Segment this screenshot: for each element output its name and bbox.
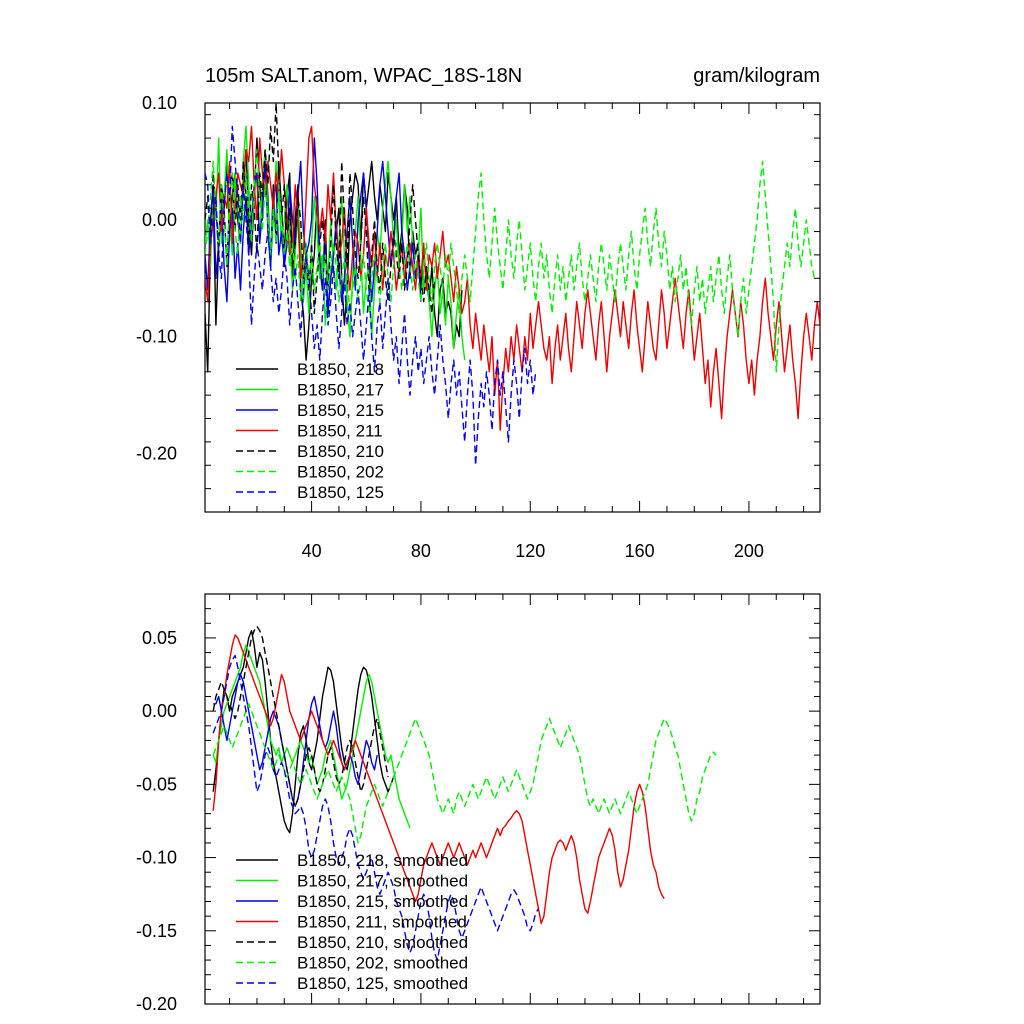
legend-label: B1850, 210 xyxy=(297,442,384,461)
legend-label: B1850, 217 xyxy=(297,381,384,400)
legend-label: B1850, 217, smoothed xyxy=(297,872,468,891)
y-tick-label: 0.10 xyxy=(142,93,177,113)
legend-label: B1850, 211 xyxy=(297,422,383,441)
chart-title: 105m SALT.anom, WPAC_18S-18N xyxy=(205,65,522,87)
series-line-b1850-218-smoothed xyxy=(212,629,395,834)
y-tick-label: -0.20 xyxy=(136,994,177,1014)
series-line-b1850-210-smoothed xyxy=(212,625,389,807)
chart-units: gram/kilogram xyxy=(693,65,820,87)
series-line-b1850-125 xyxy=(205,125,537,466)
legend: B1850, 218, smoothed B1850, 217, smoothed… xyxy=(236,851,468,993)
legend-label: B1850, 215 xyxy=(297,401,384,420)
x-tick-label: 120 xyxy=(515,541,545,561)
y-tick-label: -0.20 xyxy=(136,444,177,464)
legend-label: B1850, 218, smoothed xyxy=(297,851,468,870)
series-line-b1850-215 xyxy=(205,137,422,314)
y-tick-label: 0.00 xyxy=(142,701,177,721)
series-line-b1850-125-smoothed xyxy=(212,654,540,961)
y-tick-label: -0.10 xyxy=(136,848,177,868)
series-line-b1850-211 xyxy=(205,125,820,431)
x-tick-label: 40 xyxy=(302,541,322,561)
series-group xyxy=(205,103,820,466)
series-group xyxy=(212,625,717,961)
x-tick-label: 80 xyxy=(411,541,431,561)
legend-label: B1850, 211, smoothed xyxy=(297,913,467,932)
panel-top: 0.10 0.00 -0.10 -0.20 40 80 120 160 200 105m SALT… xyxy=(136,65,821,561)
series-line-b1850-202 xyxy=(205,148,816,373)
legend-label: B1850, 210, smoothed xyxy=(297,933,468,952)
series-line-b1850-210 xyxy=(205,103,436,314)
y-tick-label: 0.05 xyxy=(142,628,177,648)
series-line-b1850-217-smoothed xyxy=(212,644,411,829)
series-line-b1850-211-smoothed xyxy=(212,634,665,925)
legend-label: B1850, 202 xyxy=(297,463,384,482)
legend-label: B1850, 218 xyxy=(297,360,384,379)
y-tick-label: -0.10 xyxy=(136,327,177,347)
x-tick-label: 160 xyxy=(625,541,655,561)
series-line-b1850-202-smoothed xyxy=(212,703,717,844)
legend-label: B1850, 202, smoothed xyxy=(297,954,468,973)
plot-frame xyxy=(204,102,821,513)
panel-bottom: 0.05 0.00 -0.05 -0.10 -0.15 -0.20 B1850, 218, … xyxy=(136,593,821,1014)
legend-label: B1850, 215, smoothed xyxy=(297,892,468,911)
y-tick-label: -0.05 xyxy=(136,774,177,794)
legend-label: B1850, 125, smoothed xyxy=(297,974,468,993)
y-tick-label: -0.15 xyxy=(136,921,177,941)
series-line-b1850-217 xyxy=(205,125,466,361)
legend-label: B1850, 125 xyxy=(297,483,384,502)
x-tick-label: 200 xyxy=(734,541,764,561)
y-tick-label: 0.00 xyxy=(142,210,177,230)
